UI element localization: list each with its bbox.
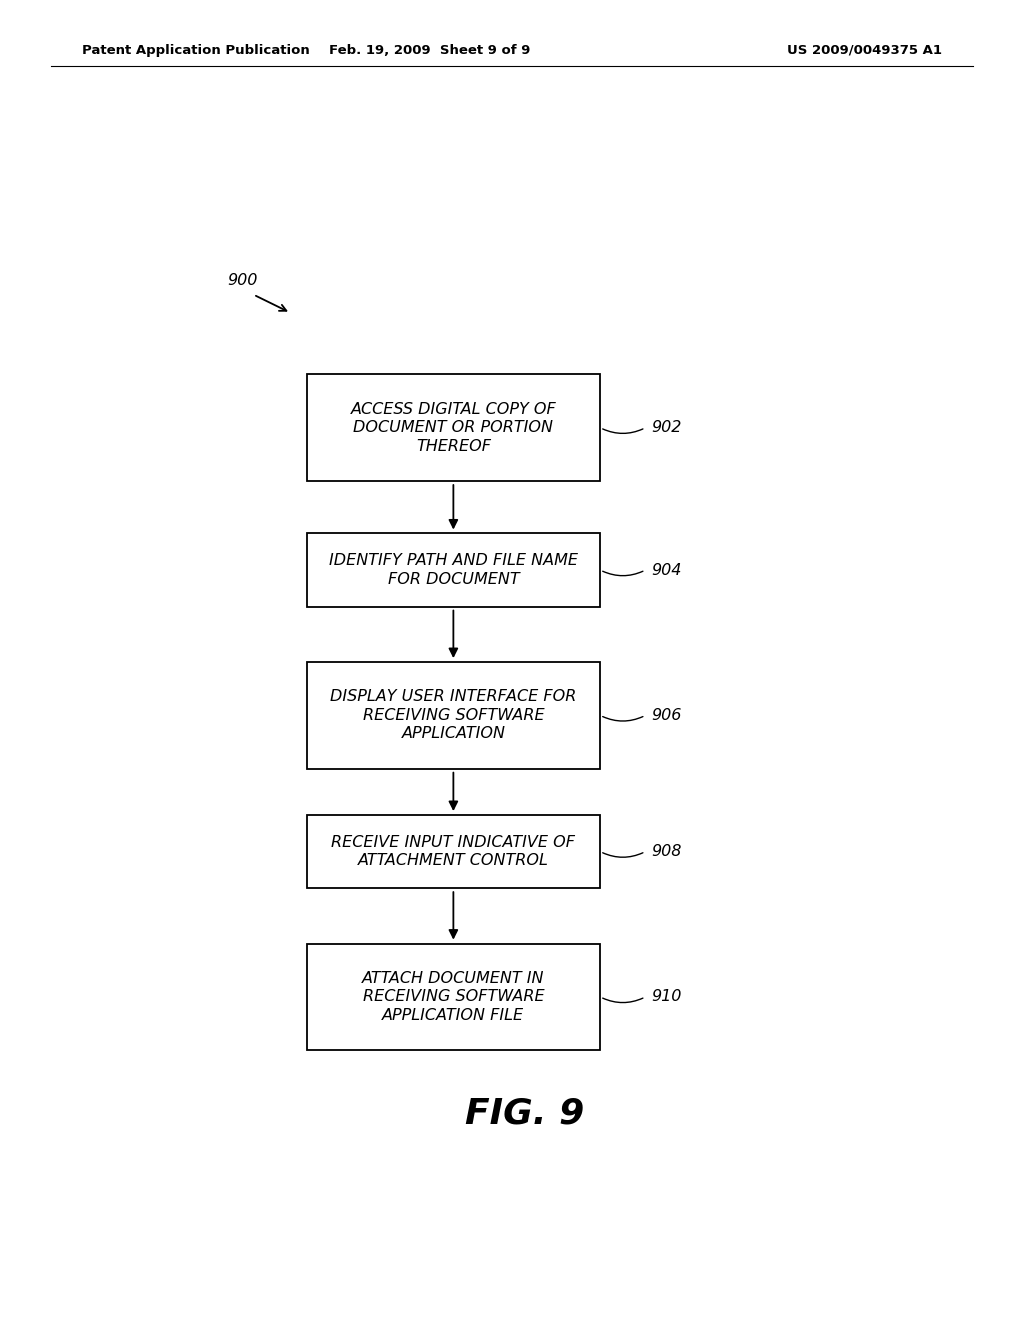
Text: 902: 902 [651,420,682,436]
Text: Patent Application Publication: Patent Application Publication [82,44,309,57]
Text: 900: 900 [227,273,258,288]
Text: FIG. 9: FIG. 9 [465,1097,585,1131]
Text: 910: 910 [651,990,682,1005]
Bar [306,663,600,768]
Bar [306,814,600,888]
Text: Feb. 19, 2009  Sheet 9 of 9: Feb. 19, 2009 Sheet 9 of 9 [330,44,530,57]
Text: 906: 906 [651,708,682,723]
Text: 908: 908 [651,843,682,859]
Bar [306,533,600,607]
Text: ACCESS DIGITAL COPY OF
DOCUMENT OR PORTION
THEREOF: ACCESS DIGITAL COPY OF DOCUMENT OR PORTI… [350,401,556,454]
Text: US 2009/0049375 A1: US 2009/0049375 A1 [787,44,942,57]
Text: IDENTIFY PATH AND FILE NAME
FOR DOCUMENT: IDENTIFY PATH AND FILE NAME FOR DOCUMENT [329,553,578,587]
Bar [306,944,600,1051]
Text: DISPLAY USER INTERFACE FOR
RECEIVING SOFTWARE
APPLICATION: DISPLAY USER INTERFACE FOR RECEIVING SOF… [330,689,577,742]
Text: ATTACH DOCUMENT IN
RECEIVING SOFTWARE
APPLICATION FILE: ATTACH DOCUMENT IN RECEIVING SOFTWARE AP… [362,970,545,1023]
Text: RECEIVE INPUT INDICATIVE OF
ATTACHMENT CONTROL: RECEIVE INPUT INDICATIVE OF ATTACHMENT C… [332,834,575,869]
Bar [306,375,600,480]
Text: 904: 904 [651,562,682,578]
